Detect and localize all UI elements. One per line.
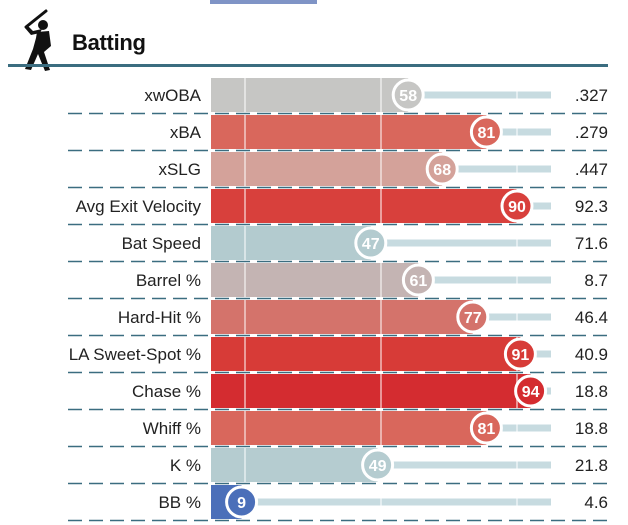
percentile-bar	[211, 411, 487, 445]
percentile-badge	[503, 337, 537, 371]
percentile-bar	[211, 300, 473, 334]
category-label: Avg Exit Velocity	[76, 197, 202, 216]
category-label: LA Sweet-Spot %	[69, 345, 201, 364]
category-label: xwOBA	[144, 86, 201, 105]
percentile-label: 47	[362, 236, 380, 253]
stat-value: 4.6	[584, 493, 608, 512]
category-label: BB %	[158, 493, 201, 512]
percentile-label: 77	[464, 310, 482, 327]
percentile-bar	[211, 189, 517, 223]
percentile-bar	[211, 226, 371, 260]
percentile-label: 81	[478, 125, 496, 142]
stat-value: .327	[575, 86, 608, 105]
percentile-bar	[211, 448, 378, 482]
percentile-badge	[469, 115, 503, 149]
category-label: Hard-Hit %	[118, 308, 201, 327]
category-label: Chase %	[132, 382, 201, 401]
percentile-label: 68	[433, 162, 451, 179]
percentile-badge	[391, 78, 425, 112]
stat-value: 40.9	[575, 345, 608, 364]
stat-value: 21.8	[575, 456, 608, 475]
top-section-remnant	[210, 0, 317, 4]
baseball-batter-icon	[24, 9, 51, 71]
percentile-bar	[211, 78, 409, 112]
percentile-badge	[500, 189, 534, 223]
section-title: Batting	[72, 30, 146, 55]
category-label: xSLG	[158, 160, 201, 179]
percentile-label: 61	[410, 273, 428, 290]
category-label: xBA	[170, 123, 202, 142]
percentile-label: 58	[399, 88, 417, 105]
percentile-badge	[225, 485, 259, 519]
percentile-bar	[211, 263, 419, 297]
stat-value: .447	[575, 160, 608, 179]
percentile-badge	[425, 152, 459, 186]
stat-value: .279	[575, 123, 608, 142]
stat-value: 46.4	[575, 308, 608, 327]
category-label: Barrel %	[136, 271, 201, 290]
percentile-badge	[514, 374, 548, 408]
category-label: Bat Speed	[122, 234, 201, 253]
percentile-label: 90	[508, 199, 526, 216]
stat-value: 18.8	[575, 382, 608, 401]
percentile-badge	[361, 448, 395, 482]
percentile-label: 81	[478, 421, 496, 438]
category-label: Whiff %	[143, 419, 201, 438]
percentile-label: 49	[369, 458, 387, 475]
stat-value: 92.3	[575, 197, 608, 216]
percentile-label: 9	[237, 495, 246, 512]
percentile-badge	[469, 411, 503, 445]
category-label: K %	[170, 456, 201, 475]
stat-value: 18.8	[575, 419, 608, 438]
percentile-bar	[211, 337, 521, 371]
percentile-bar	[211, 152, 443, 186]
percentile-badge	[354, 226, 388, 260]
percentile-bar	[211, 115, 487, 149]
header-rule	[8, 64, 608, 67]
stat-value: 8.7	[584, 271, 608, 290]
stat-value: 71.6	[575, 234, 608, 253]
percentile-badge	[456, 300, 490, 334]
percentile-label: 91	[512, 347, 530, 364]
percentile-bar	[211, 374, 531, 408]
percentile-badge	[401, 263, 435, 297]
percentile-label: 94	[522, 384, 540, 401]
